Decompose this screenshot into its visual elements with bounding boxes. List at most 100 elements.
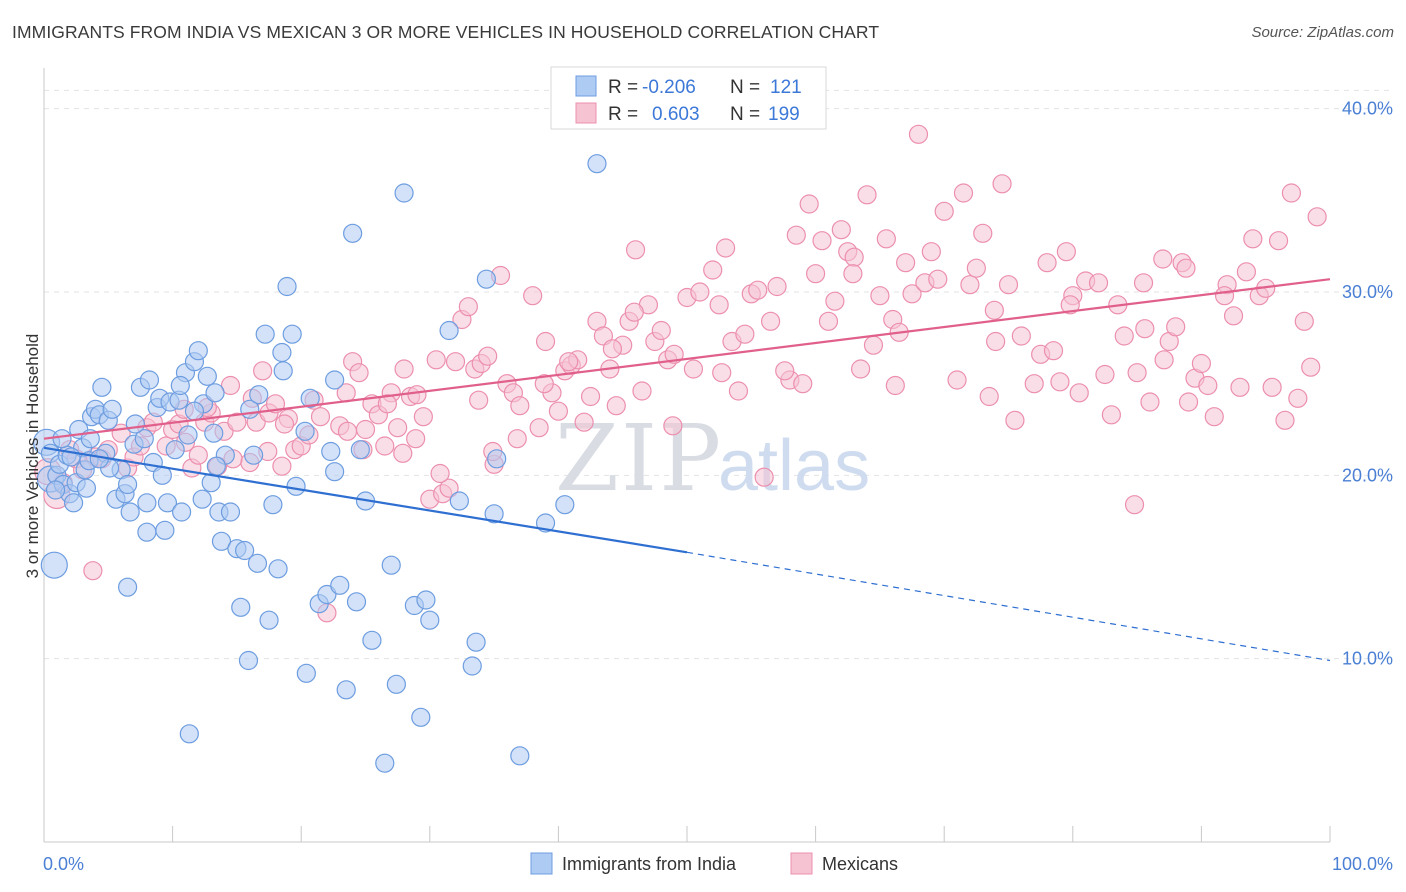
mexicans-trend-line bbox=[43, 278, 1331, 440]
mexicans-point bbox=[1124, 495, 1145, 515]
mexicans-point bbox=[574, 412, 594, 432]
mexicans-point bbox=[986, 331, 1006, 352]
mexicans-point bbox=[992, 174, 1012, 194]
india-point bbox=[325, 370, 345, 390]
mexicans-point bbox=[715, 238, 736, 258]
mexicans-point bbox=[984, 300, 1004, 320]
india-point bbox=[231, 597, 251, 617]
india-point bbox=[204, 423, 224, 443]
mexicans-point bbox=[1037, 253, 1057, 273]
india-point bbox=[386, 674, 406, 694]
india-point bbox=[555, 495, 575, 515]
mexicans-point bbox=[507, 429, 527, 449]
mexicans-point bbox=[664, 344, 684, 364]
india-point bbox=[178, 425, 198, 445]
mexicans-point bbox=[580, 386, 601, 407]
grid-layer: 10.0% 20.0% 30.0% 40.0% bbox=[44, 89, 1394, 669]
mexicans-point bbox=[310, 407, 331, 427]
india-point bbox=[273, 361, 293, 381]
mexicans-point bbox=[1153, 249, 1173, 269]
india-point bbox=[63, 493, 84, 513]
mexicans-point bbox=[876, 229, 896, 249]
mexicans-point bbox=[825, 291, 845, 311]
mexicans-point bbox=[799, 194, 819, 214]
mexicans-point bbox=[703, 260, 723, 280]
india-point bbox=[125, 414, 145, 434]
mexicans-point bbox=[979, 386, 999, 407]
india-point bbox=[325, 462, 345, 482]
legend-n-label-mexicans: N = bbox=[730, 104, 760, 125]
india-point bbox=[330, 575, 350, 595]
india-point bbox=[235, 540, 255, 561]
mexicans-point bbox=[1154, 350, 1174, 370]
mexicans-point bbox=[1056, 242, 1076, 262]
india-point bbox=[157, 493, 178, 513]
mexicans-point bbox=[928, 269, 948, 289]
india-point bbox=[206, 456, 226, 476]
mexicans-point bbox=[973, 223, 993, 243]
india-point bbox=[375, 753, 395, 773]
india-point bbox=[466, 632, 486, 652]
mexicans-point bbox=[851, 359, 871, 379]
x-tick-label-0: 0.0% bbox=[43, 854, 84, 874]
india-point bbox=[259, 610, 279, 630]
india-point bbox=[321, 441, 341, 462]
mexicans-point bbox=[1301, 357, 1321, 377]
mexicans-point bbox=[831, 220, 851, 240]
india-point bbox=[381, 555, 401, 575]
mexicans-point bbox=[921, 242, 941, 262]
legend-r-value-mexicans: 0.603 bbox=[652, 104, 700, 125]
india-point bbox=[76, 478, 97, 498]
mexicans-point bbox=[1005, 410, 1025, 430]
india-point bbox=[102, 399, 122, 419]
mexicans-point bbox=[1198, 375, 1218, 396]
mexicans-point bbox=[934, 201, 954, 221]
mexicans-point bbox=[1050, 372, 1070, 392]
india-point bbox=[587, 154, 607, 174]
mexicans-point bbox=[393, 443, 413, 463]
mexicans-point bbox=[602, 339, 623, 359]
mexicans-point bbox=[857, 185, 877, 205]
mexicans-point bbox=[559, 352, 579, 372]
mexicans-point bbox=[1069, 383, 1089, 403]
mexicans-point bbox=[1140, 392, 1160, 412]
india-point bbox=[170, 375, 190, 396]
y-tick-label: 30.0% bbox=[1342, 282, 1393, 302]
mexicans-point bbox=[908, 124, 929, 144]
mexicans-point bbox=[1223, 306, 1244, 326]
watermark-atlas: atlas bbox=[718, 426, 870, 506]
mexicans-point bbox=[1288, 388, 1308, 408]
mexicans-point bbox=[683, 359, 704, 379]
india-point bbox=[510, 746, 530, 766]
india-point bbox=[249, 385, 269, 405]
india-point bbox=[362, 630, 382, 650]
y-axis-label: 3 or more Vehicles in Household bbox=[23, 334, 42, 579]
mexicans-point bbox=[1166, 317, 1186, 337]
mexicans-point bbox=[896, 253, 916, 273]
mexicans-point bbox=[478, 346, 498, 366]
india-point bbox=[484, 504, 504, 524]
mexicans-point bbox=[1204, 407, 1224, 427]
series-india bbox=[32, 154, 607, 773]
mexicans-point bbox=[624, 302, 644, 322]
legend-r-label-india: R = bbox=[608, 77, 638, 98]
mexicans-point bbox=[469, 390, 489, 410]
mexicans-point bbox=[953, 183, 974, 203]
bottom-legend-label-india: Immigrants from India bbox=[562, 854, 737, 874]
correlation-legend: R = -0.206 N = 121 R = 0.603 N = 199 bbox=[550, 66, 827, 130]
axis-layer bbox=[43, 68, 1331, 843]
mexicans-point bbox=[220, 375, 241, 396]
india-point bbox=[244, 445, 264, 465]
mexicans-point bbox=[1114, 326, 1134, 346]
india-point bbox=[263, 495, 283, 515]
india-point bbox=[197, 366, 217, 386]
mexicans-point bbox=[966, 258, 986, 278]
x-tick-label-1: 100.0% bbox=[1332, 854, 1393, 874]
mexicans-point bbox=[712, 363, 732, 383]
mexicans-point bbox=[1088, 273, 1109, 293]
mexicans-point bbox=[632, 381, 652, 401]
india-point bbox=[238, 650, 259, 671]
series-legend: Immigrants from India Mexicans bbox=[530, 852, 898, 875]
legend-n-value-india: 121 bbox=[770, 77, 802, 98]
